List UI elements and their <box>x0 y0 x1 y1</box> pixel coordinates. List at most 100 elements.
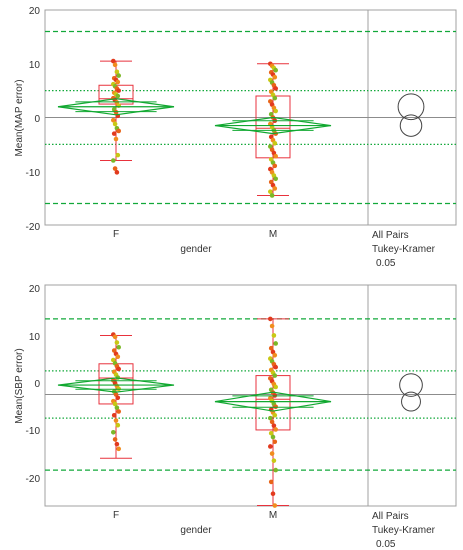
y-tick-label: 0 <box>34 379 40 390</box>
data-point <box>115 422 121 428</box>
data-point <box>269 323 275 329</box>
data-point <box>111 412 117 418</box>
data-point <box>273 341 279 346</box>
x-tick-label: F <box>113 510 119 521</box>
compare-label-alpha: 0.05 <box>376 539 396 550</box>
data-point <box>273 86 279 91</box>
compare-label-all-pairs: All Pairs <box>372 511 409 522</box>
data-point <box>272 186 278 191</box>
comparison-circle <box>397 93 425 121</box>
plot-series <box>45 316 456 508</box>
data-point <box>111 158 116 163</box>
data-point <box>111 131 117 136</box>
chart-panel-sbp: 20 10 0 -10 -20 Mean(SBP error) F M gend… <box>14 284 457 550</box>
data-point <box>116 344 121 350</box>
data-point <box>114 170 120 175</box>
x-tick-label: M <box>269 229 277 240</box>
y-tick-label: -10 <box>26 168 41 179</box>
data-point <box>272 163 278 169</box>
data-point <box>114 405 120 411</box>
x-axis-label: gender <box>180 525 212 536</box>
x-axis-label: gender <box>180 244 212 255</box>
data-point <box>116 73 121 78</box>
data-point <box>272 352 278 358</box>
data-point <box>270 491 276 497</box>
data-point <box>272 141 278 146</box>
plot-series <box>45 30 456 205</box>
data-point <box>114 69 120 75</box>
y-tick-label: 0 <box>34 114 40 125</box>
data-point <box>268 430 274 436</box>
data-point <box>113 136 119 142</box>
data-point <box>268 415 273 421</box>
data-point <box>115 354 121 360</box>
comparison-circle <box>399 373 423 397</box>
data-point <box>112 62 118 68</box>
data-point <box>116 446 121 452</box>
y-tick-label: -20 <box>26 474 41 485</box>
data-point <box>112 121 118 127</box>
y-tick-label: 10 <box>29 332 41 343</box>
data-point <box>111 430 116 435</box>
data-point <box>112 437 118 442</box>
data-point <box>268 479 274 485</box>
data-point <box>116 128 121 134</box>
data-point <box>273 176 279 182</box>
data-point <box>273 384 279 390</box>
y-tick-label: 20 <box>29 284 41 295</box>
data-point <box>116 366 121 372</box>
data-point <box>273 153 279 159</box>
data-point <box>271 458 277 463</box>
compare-label-method: Tukey-Kramer <box>372 244 436 255</box>
data-point <box>112 401 118 407</box>
data-point <box>111 117 116 123</box>
data-point <box>269 193 275 198</box>
data-point <box>271 333 277 338</box>
data-point <box>271 423 277 428</box>
data-point <box>111 58 116 64</box>
data-point <box>114 340 120 345</box>
data-point <box>273 108 279 114</box>
data-point <box>272 74 278 80</box>
y-tick-label: -10 <box>26 426 41 437</box>
data-point <box>115 79 121 85</box>
data-point <box>268 316 273 322</box>
data-point <box>269 451 275 456</box>
y-axis-label: Mean(SBP error) <box>14 348 25 423</box>
data-point <box>273 467 279 473</box>
y-tick-label: 10 <box>29 60 41 71</box>
data-point <box>115 152 121 158</box>
chart-panel-map: 20 10 0 -10 -20 Mean(MAP error) F M gend… <box>14 6 457 269</box>
data-point <box>272 95 278 101</box>
x-tick-label: M <box>269 510 277 521</box>
comparison-circle <box>401 391 421 412</box>
data-point <box>272 373 278 378</box>
data-point <box>116 88 121 93</box>
data-point <box>273 427 279 432</box>
data-point <box>113 109 119 115</box>
x-tick-label: F <box>113 229 119 240</box>
data-point <box>113 418 119 423</box>
data-point <box>112 166 118 171</box>
data-point <box>268 444 273 449</box>
data-point <box>273 67 279 73</box>
y-tick-label: 20 <box>29 6 41 17</box>
data-point <box>270 434 276 440</box>
data-point <box>268 189 273 194</box>
data-point <box>273 364 279 370</box>
data-point <box>114 441 120 447</box>
data-point <box>112 334 118 340</box>
data-point <box>272 439 278 445</box>
comparison-circle <box>399 114 423 137</box>
y-tick-label: -20 <box>26 222 41 233</box>
y-axis-label: Mean(MAP error) <box>14 79 25 156</box>
compare-label-alpha: 0.05 <box>376 258 396 269</box>
data-point <box>272 412 278 418</box>
data-point <box>116 409 121 414</box>
compare-label-all-pairs: All Pairs <box>372 230 409 241</box>
data-point <box>268 345 274 351</box>
data-point <box>272 503 278 508</box>
data-point <box>115 93 121 99</box>
data-point <box>269 419 275 425</box>
